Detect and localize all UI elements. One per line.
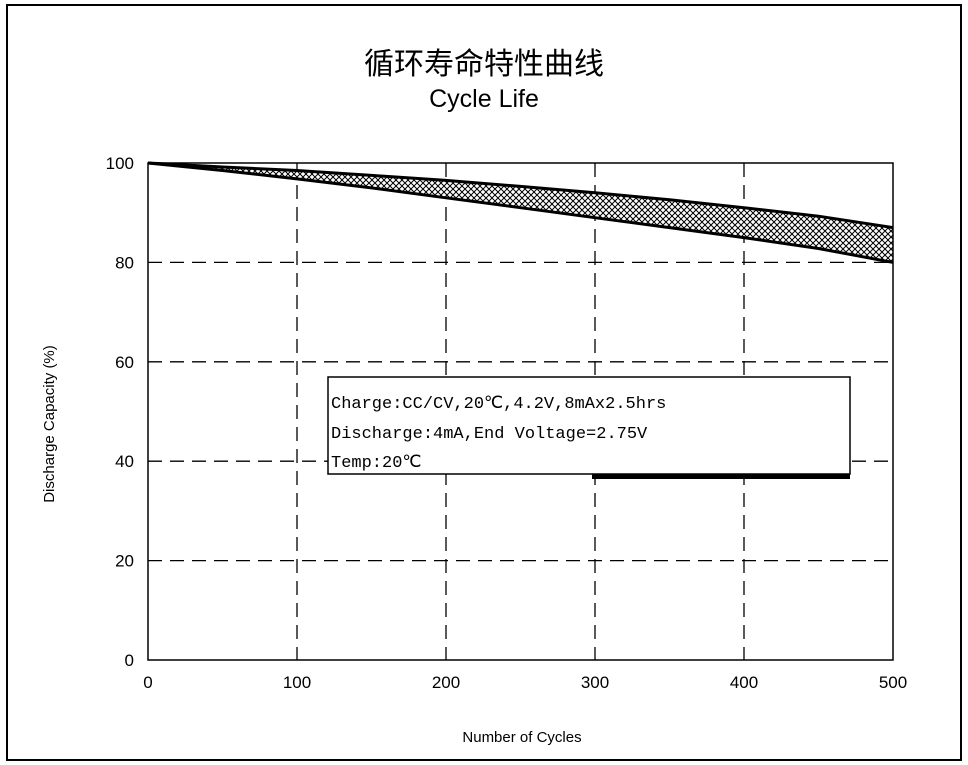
x-axis-ticks: 0 100 200 300 400 500	[143, 673, 907, 692]
discharge-conditions: Discharge:4mA,End Voltage=2.75V	[331, 425, 648, 444]
x-axis-label: Number of Cycles	[462, 729, 581, 746]
y-tick-label: 0	[125, 651, 134, 670]
chart-title: 循环寿命特性曲线	[364, 47, 604, 82]
x-tick-label: 400	[730, 673, 758, 692]
capacity-band	[148, 163, 893, 263]
upper-capacity-line	[147, 161, 894, 230]
conditions-box-shadow	[592, 473, 850, 479]
conditions-box: Charge:CC/CV,20℃,4.2V,8mAx2.5hrs Dischar…	[327, 376, 851, 479]
y-tick-label: 20	[115, 552, 134, 571]
lower-capacity-line	[147, 161, 894, 264]
x-tick-label: 300	[581, 673, 609, 692]
plot-area-border	[147, 162, 894, 661]
conditions-box-border	[327, 376, 851, 475]
x-tick-label: 100	[283, 673, 311, 692]
y-tick-label: 40	[115, 452, 134, 471]
y-tick-label: 80	[115, 253, 134, 272]
x-tick-label: 0	[143, 673, 152, 692]
charge-conditions: Charge:CC/CV,20℃,4.2V,8mAx2.5hrs	[331, 395, 666, 414]
chart-subtitle: Cycle Life	[429, 85, 539, 113]
x-tick-label: 500	[879, 673, 907, 692]
y-tick-label: 60	[115, 353, 134, 372]
y-axis-label: Discharge Capacity (%)	[41, 345, 58, 503]
y-axis-ticks: 0 20 40 60 80 100	[106, 154, 134, 670]
temperature-conditions: Temp:20℃	[331, 454, 422, 473]
x-tick-label: 200	[432, 673, 460, 692]
y-tick-label: 100	[106, 154, 134, 173]
